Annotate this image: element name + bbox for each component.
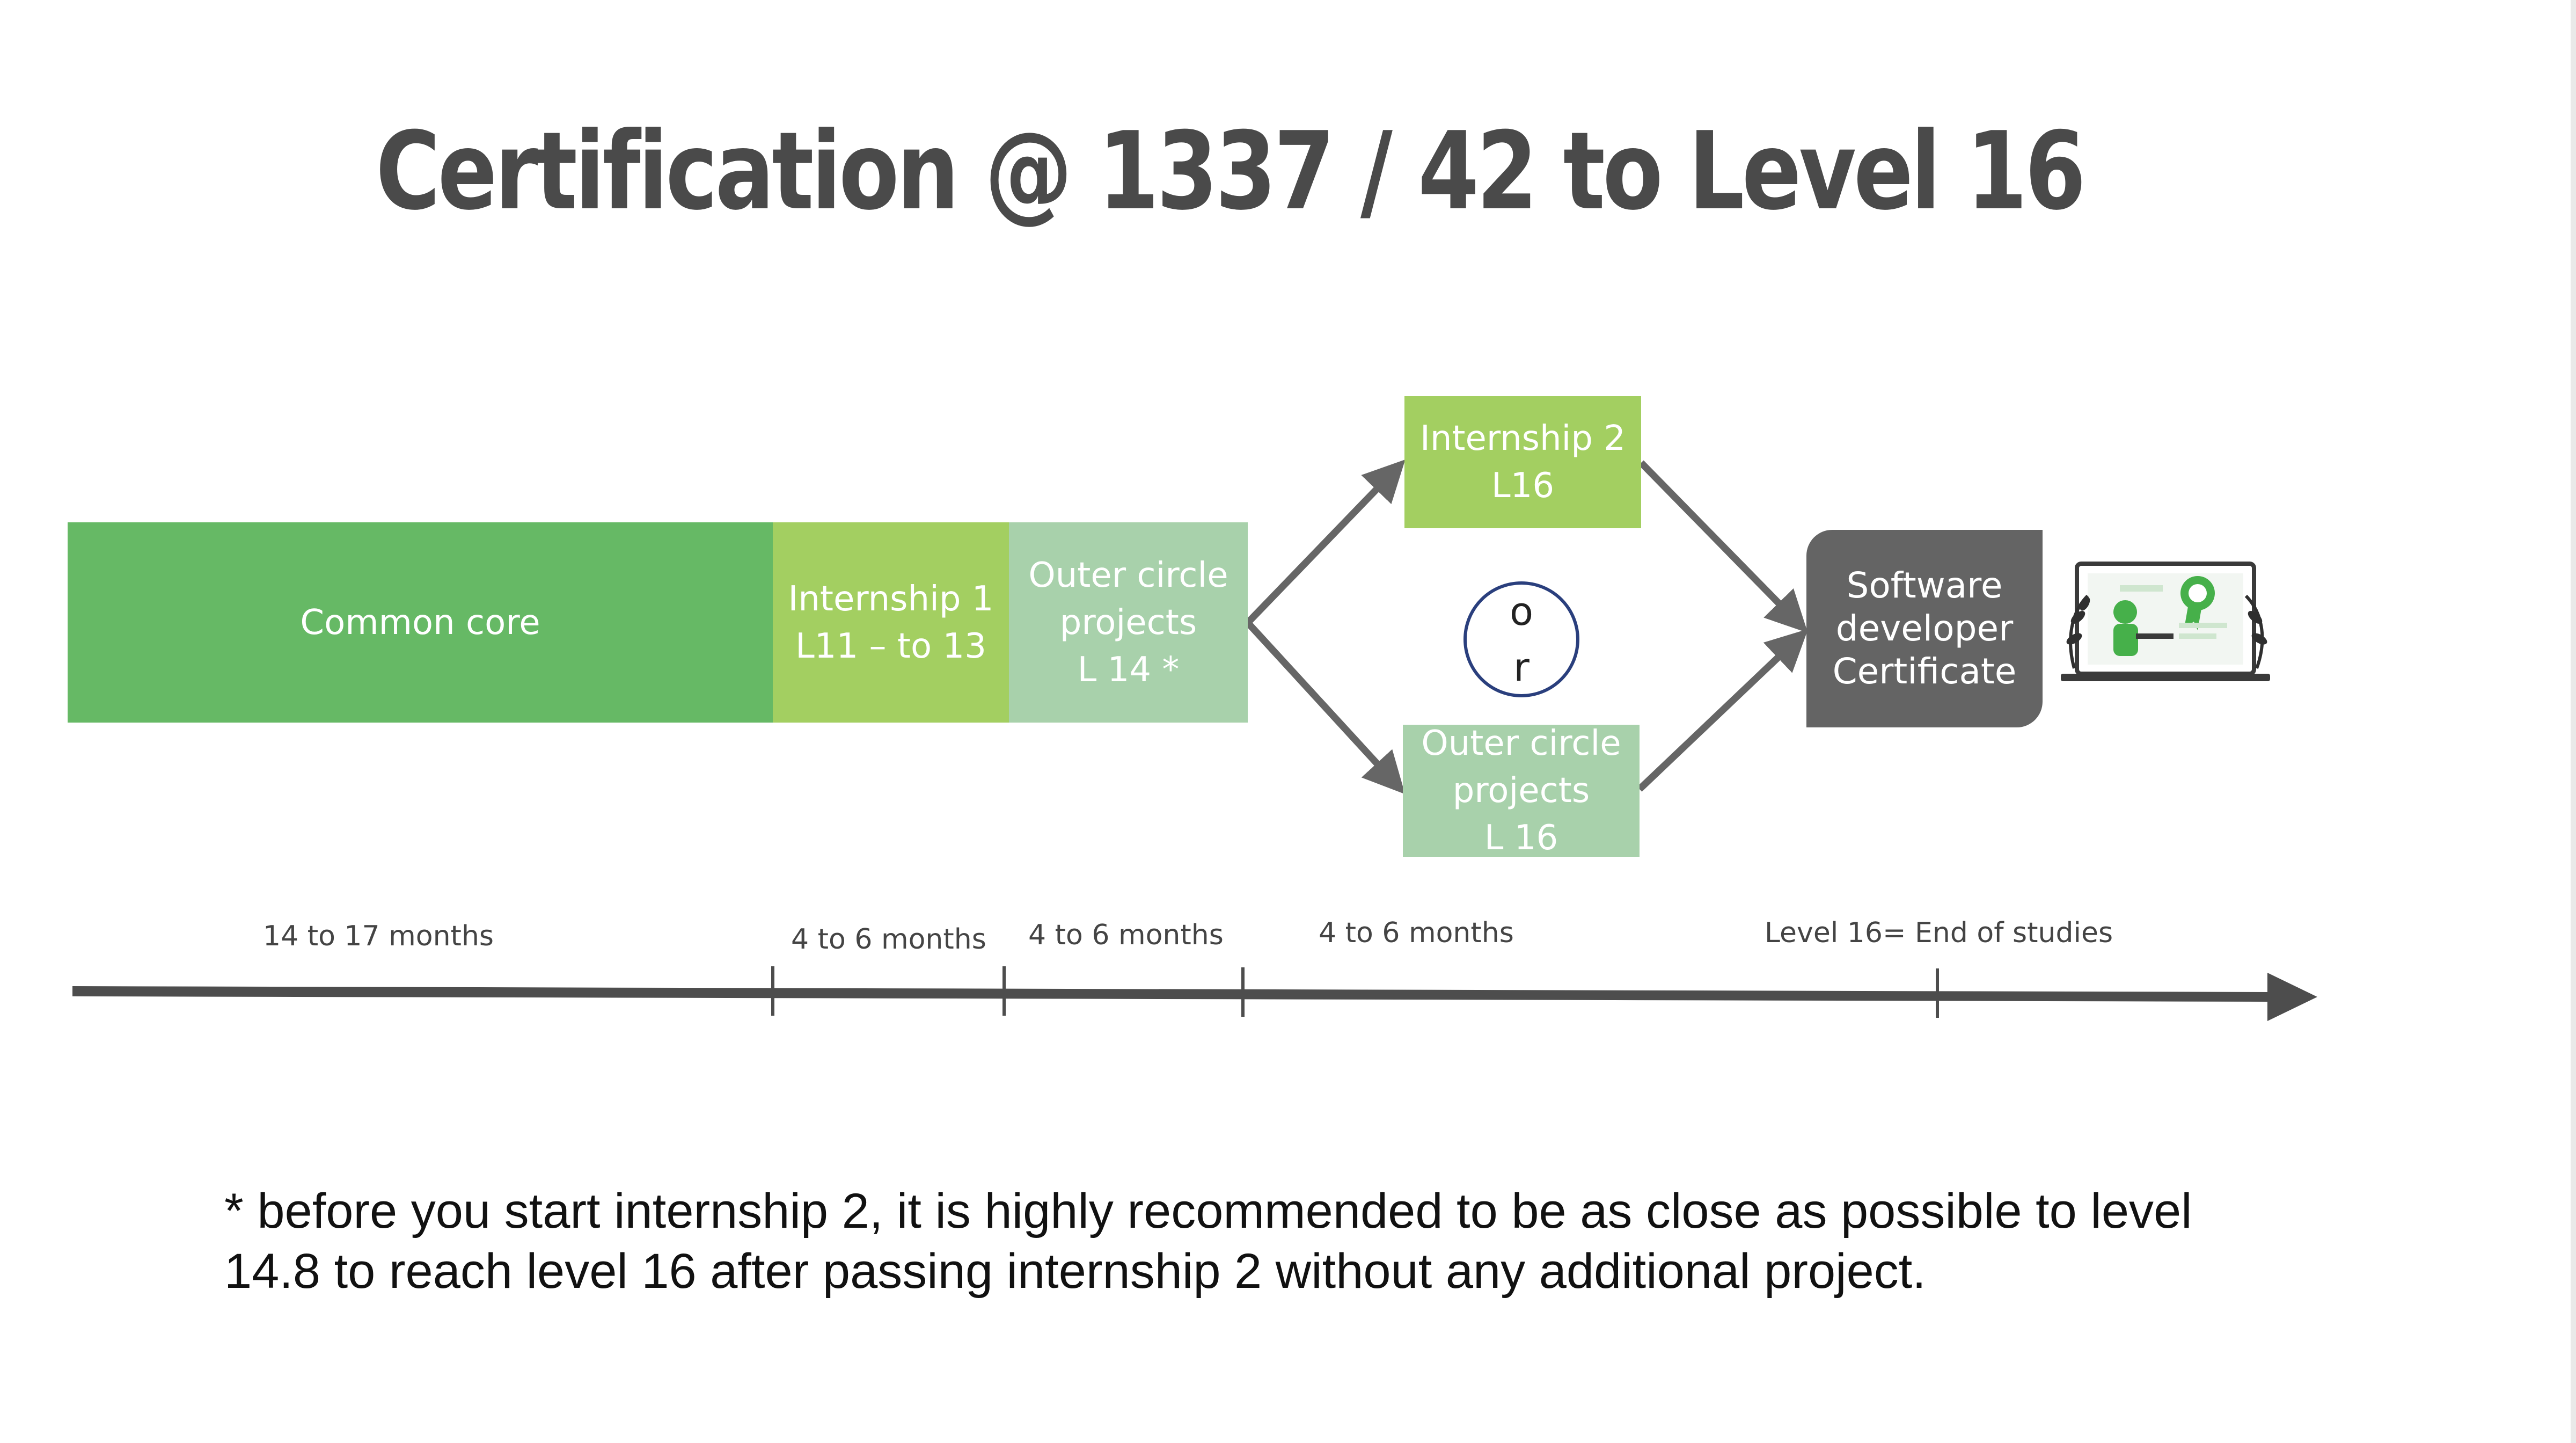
internship-1-box: Internship 1 L11 – to 13 xyxy=(773,522,1009,723)
timeline-label-end-of-studies: Level 16= End of studies xyxy=(1765,917,2113,949)
timeline-label-common-core: 14 to 17 months xyxy=(263,920,494,952)
arrow-to-internship2 xyxy=(1245,459,1406,625)
arrow-to-outer-circle-16 xyxy=(1245,620,1406,795)
timeline-label-internship-1: 4 to 6 months xyxy=(791,923,986,956)
or-circle: o r xyxy=(1463,581,1579,697)
slide-right-edge xyxy=(2571,0,2576,1443)
certificate-illustration-icon xyxy=(2061,562,2270,681)
internship-2-box: Internship 2 L16 xyxy=(1404,396,1641,528)
outer-circle-l16-box: Outer circle projects L 16 xyxy=(1403,724,1640,858)
timeline-bar xyxy=(72,986,2270,1002)
timeline-axis xyxy=(72,966,2317,1021)
timeline-arrowhead xyxy=(2267,973,2317,1021)
timeline-label-outer-circle: 4 to 6 months xyxy=(1028,919,1224,951)
common-core-box: Common core xyxy=(68,522,773,723)
footnote: * before you start internship 2, it is h… xyxy=(224,1184,2192,1299)
arrow-outer-circle-16-to-certificate xyxy=(1637,629,1809,792)
outer-circle-l14-box: Outer circle projects L 14 * xyxy=(1009,522,1248,723)
arrow-internship2-to-certificate xyxy=(1638,460,1808,633)
flow-arrows xyxy=(1245,459,1809,795)
timeline-label-internship-2: 4 to 6 months xyxy=(1319,917,1514,949)
certificate-box: Software developer Certificate xyxy=(1806,530,2043,727)
